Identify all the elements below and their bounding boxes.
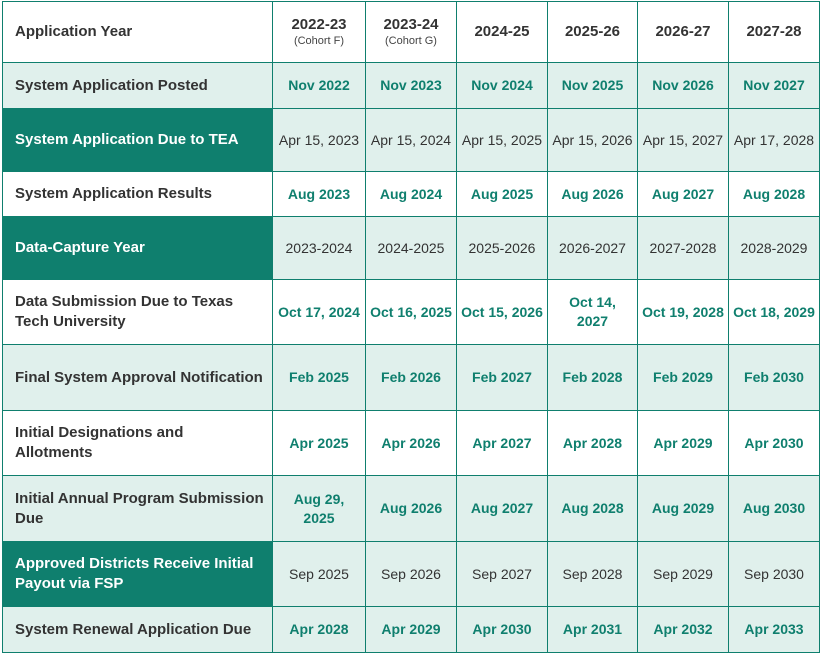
header-cohort: (Cohort G) <box>385 35 437 47</box>
header-label: Application Year <box>2 1 273 63</box>
date-cell: Apr 2030 <box>728 410 820 476</box>
header-cohort: (Cohort F) <box>293 35 345 47</box>
header-year-col: 2023-24 (Cohort G) <box>365 1 457 63</box>
table-body: System Application Posted Nov 2022 Nov 202… <box>2 62 820 653</box>
table-row: Data-Capture Year 2023-2024 2024-2025 2025-… <box>2 216 820 280</box>
header-year: 2025-26 <box>564 23 621 40</box>
header-year: 2024-25 <box>474 23 530 40</box>
date-cell: 2023-2024 <box>272 216 366 280</box>
date-cell: Nov 2022 <box>272 62 366 109</box>
header-year-col: 2026-27 <box>637 1 729 63</box>
row-label: System Application Results <box>2 171 273 217</box>
row-label: Data Submission Due to Texas Tech Univer… <box>2 279 273 345</box>
date-cell: Feb 2027 <box>456 344 548 411</box>
date-cell: Oct 15, 2026 <box>456 279 548 345</box>
row-label: System Renewal Application Due <box>2 606 273 653</box>
date-cell: Feb 2025 <box>272 344 366 411</box>
date-cell: Oct 17, 2024 <box>272 279 366 345</box>
date-cell: Apr 15, 2024 <box>365 108 457 172</box>
date-cell: Sep 2027 <box>456 541 548 607</box>
date-cell: Apr 15, 2023 <box>272 108 366 172</box>
date-cell: Apr 15, 2027 <box>637 108 729 172</box>
date-cell: Oct 14, 2027 <box>547 279 638 345</box>
date-cell: Aug 2026 <box>547 171 638 217</box>
row-label: Data-Capture Year <box>2 216 273 280</box>
row-label: System Application Due to TEA <box>2 108 273 172</box>
date-cell: Apr 2031 <box>547 606 638 653</box>
date-cell: Feb 2029 <box>637 344 729 411</box>
table-row: Data Submission Due to Texas Tech Univer… <box>2 279 820 345</box>
date-cell: 2025-2026 <box>456 216 548 280</box>
date-cell: Aug 2030 <box>728 475 820 542</box>
date-cell: Apr 2027 <box>456 410 548 476</box>
table-row: System Renewal Application Due Apr 2028 Ap… <box>2 606 820 653</box>
header-year: 2022-23 <box>291 16 347 33</box>
header-year-col: 2027-28 <box>728 1 820 63</box>
date-cell: Apr 17, 2028 <box>728 108 820 172</box>
header-year: 2027-28 <box>746 23 802 40</box>
date-cell: Feb 2028 <box>547 344 638 411</box>
date-cell: Sep 2030 <box>728 541 820 607</box>
date-cell: Aug 2028 <box>728 171 820 217</box>
date-cell: 2026-2027 <box>547 216 638 280</box>
table-row: Approved Districts Receive Initial Payou… <box>2 541 820 607</box>
header-year: 2023-24 <box>383 16 439 33</box>
header-year: 2026-27 <box>655 23 711 40</box>
date-cell: Feb 2026 <box>365 344 457 411</box>
header-row: Application Year 2022-23 (Cohort F) 2023… <box>2 1 820 63</box>
date-cell: Oct 16, 2025 <box>365 279 457 345</box>
table-row: Final System Approval Notification Feb 20… <box>2 344 820 411</box>
date-cell: Aug 29, 2025 <box>272 475 366 542</box>
date-cell: Sep 2028 <box>547 541 638 607</box>
date-cell: Nov 2026 <box>637 62 729 109</box>
date-cell: Aug 2029 <box>637 475 729 542</box>
date-cell: Nov 2024 <box>456 62 548 109</box>
date-cell: Apr 15, 2026 <box>547 108 638 172</box>
row-label: Approved Districts Receive Initial Payou… <box>2 541 273 607</box>
row-label: Final System Approval Notification <box>2 344 273 411</box>
date-cell: Sep 2029 <box>637 541 729 607</box>
row-label: Initial Annual Program Submission Due <box>2 475 273 542</box>
header-year-col: 2022-23 (Cohort F) <box>272 1 366 63</box>
date-cell: Apr 2025 <box>272 410 366 476</box>
date-cell: Apr 2030 <box>456 606 548 653</box>
date-cell: Feb 2030 <box>728 344 820 411</box>
table-row: System Application Results Aug 2023 Aug 20… <box>2 171 820 217</box>
date-cell: Sep 2025 <box>272 541 366 607</box>
table-row: Initial Designations and Allotments Apr 2… <box>2 410 820 476</box>
date-cell: 2027-2028 <box>637 216 729 280</box>
date-cell: Oct 18, 2029 <box>728 279 820 345</box>
table-row: System Application Due to TEA Apr 15, 202… <box>2 108 820 172</box>
date-cell: Aug 2027 <box>637 171 729 217</box>
date-cell: Nov 2023 <box>365 62 457 109</box>
date-cell: Aug 2028 <box>547 475 638 542</box>
date-cell: Nov 2025 <box>547 62 638 109</box>
date-cell: Apr 2033 <box>728 606 820 653</box>
table-row: System Application Posted Nov 2022 Nov 202… <box>2 62 820 109</box>
date-cell: Apr 2029 <box>365 606 457 653</box>
date-cell: Aug 2025 <box>456 171 548 217</box>
date-cell: 2024-2025 <box>365 216 457 280</box>
header-year-col: 2025-26 <box>547 1 638 63</box>
date-cell: Apr 2029 <box>637 410 729 476</box>
row-label: Initial Designations and Allotments <box>2 410 273 476</box>
date-cell: Aug 2024 <box>365 171 457 217</box>
date-cell: Apr 2032 <box>637 606 729 653</box>
row-label: System Application Posted <box>2 62 273 109</box>
table-row: Initial Annual Program Submission Due Aug… <box>2 475 820 542</box>
date-cell: Aug 2027 <box>456 475 548 542</box>
date-cell: Aug 2026 <box>365 475 457 542</box>
date-cell: 2028-2029 <box>728 216 820 280</box>
header-year-col: 2024-25 <box>456 1 548 63</box>
date-cell: Apr 15, 2025 <box>456 108 548 172</box>
date-cell: Apr 2028 <box>547 410 638 476</box>
date-cell: Apr 2026 <box>365 410 457 476</box>
date-cell: Aug 2023 <box>272 171 366 217</box>
date-cell: Sep 2026 <box>365 541 457 607</box>
date-cell: Oct 19, 2028 <box>637 279 729 345</box>
date-cell: Nov 2027 <box>728 62 820 109</box>
date-cell: Apr 2028 <box>272 606 366 653</box>
